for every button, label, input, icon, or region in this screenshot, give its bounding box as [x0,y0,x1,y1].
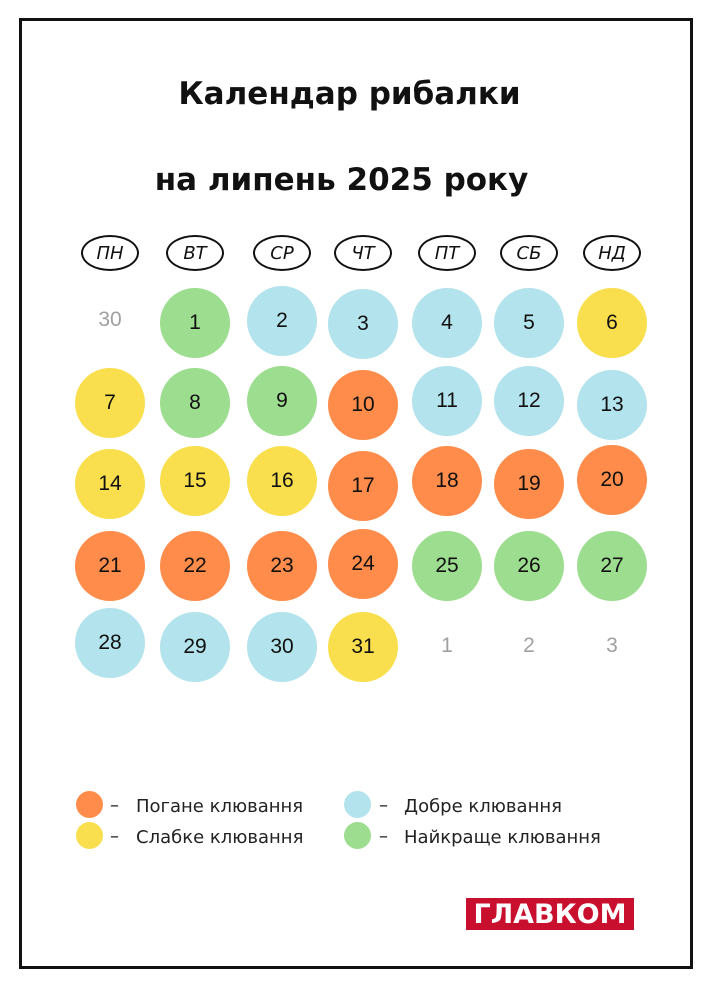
calendar-day: 5 [494,288,564,358]
calendar-day: 28 [75,608,145,678]
weekday-header: ВТ [166,235,224,271]
weekday-header: СР [253,235,311,271]
legend-good-dot [344,791,371,818]
legend-bad-dash: – [110,795,119,816]
calendar-day: 31 [328,612,398,682]
calendar-day: 6 [577,288,647,358]
calendar-day: 14 [75,449,145,519]
calendar-day: 23 [247,531,317,601]
calendar-day: 15 [160,446,230,516]
calendar-day: 16 [247,446,317,516]
calendar-day: 22 [160,531,230,601]
legend-weak-dot [76,822,103,849]
calendar-day-other-month: 2 [523,634,535,657]
calendar-day: 24 [328,529,398,599]
calendar-day: 4 [412,288,482,358]
legend-weak-dash: – [110,826,119,847]
legend-bad-label: Погане клювання [136,796,304,817]
calendar-day-other-month: 3 [606,634,618,657]
legend-best-dash: – [379,826,388,847]
calendar-day: 26 [494,531,564,601]
weekday-header: ПТ [418,235,476,271]
calendar-day: 9 [247,366,317,436]
legend-best-dot [344,822,371,849]
calendar-day: 29 [160,612,230,682]
glavkom-logo: ГЛАВКОМ [466,898,634,930]
title-line-2: на липень 2025 року [154,162,529,198]
calendar-day: 20 [577,445,647,515]
calendar-day: 12 [494,366,564,436]
calendar-day: 30 [247,612,317,682]
weekday-header: ЧТ [334,235,392,271]
legend-best-label: Найкраще клювання [404,827,601,848]
calendar-day-other-month: 1 [441,634,453,657]
calendar-day: 3 [328,289,398,359]
calendar-day: 1 [160,288,230,358]
weekday-header: ПН [81,235,139,271]
calendar-day: 18 [412,446,482,516]
calendar-day: 8 [160,368,230,438]
weekday-header: СБ [500,235,558,271]
title-line-1: Календар рибалки [178,76,521,112]
calendar-day: 19 [494,449,564,519]
legend-good-label: Добре клювання [404,796,562,817]
calendar-day: 17 [328,451,398,521]
calendar-day: 25 [412,531,482,601]
calendar-day: 10 [328,370,398,440]
calendar-day: 2 [247,286,317,356]
calendar-day: 27 [577,531,647,601]
legend-bad-dot [76,791,103,818]
calendar-day: 7 [75,368,145,438]
calendar-day: 11 [412,366,482,436]
calendar-day: 21 [75,531,145,601]
weekday-header: НД [583,235,641,271]
calendar-day-other-month: 30 [98,308,122,331]
calendar-day: 13 [577,370,647,440]
legend-good-dash: – [379,795,388,816]
legend-weak-label: Слабке клювання [136,827,304,848]
